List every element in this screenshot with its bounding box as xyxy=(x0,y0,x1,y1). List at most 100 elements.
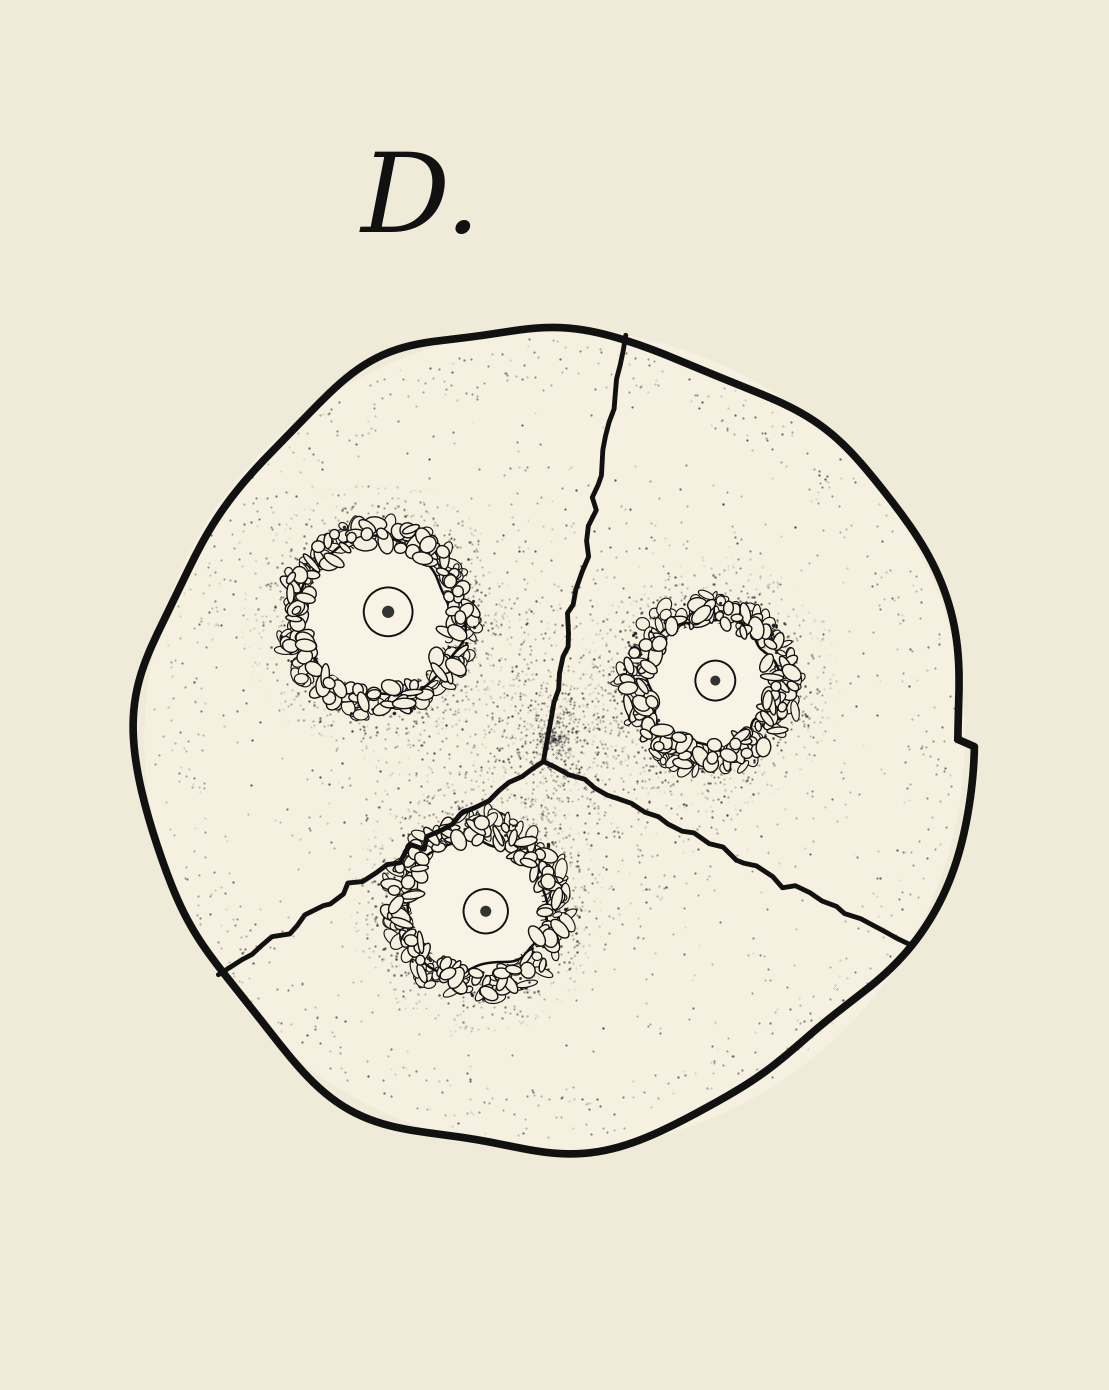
Ellipse shape xyxy=(633,702,653,716)
Ellipse shape xyxy=(672,733,693,744)
Ellipse shape xyxy=(536,930,542,947)
Ellipse shape xyxy=(482,813,498,828)
Ellipse shape xyxy=(542,929,558,948)
Ellipse shape xyxy=(755,733,763,744)
Ellipse shape xyxy=(436,627,458,638)
Ellipse shape xyxy=(411,867,428,883)
Ellipse shape xyxy=(417,546,434,564)
Ellipse shape xyxy=(559,913,576,931)
Ellipse shape xyxy=(688,609,705,620)
Ellipse shape xyxy=(284,631,301,645)
Ellipse shape xyxy=(507,830,522,848)
Ellipse shape xyxy=(537,842,545,849)
Ellipse shape xyxy=(304,645,313,655)
Ellipse shape xyxy=(444,574,457,588)
Ellipse shape xyxy=(757,635,766,648)
Ellipse shape xyxy=(783,684,801,692)
Ellipse shape xyxy=(724,745,729,753)
Ellipse shape xyxy=(287,600,305,616)
Ellipse shape xyxy=(451,656,467,670)
Ellipse shape xyxy=(403,923,413,940)
Ellipse shape xyxy=(284,598,297,607)
Ellipse shape xyxy=(644,705,655,712)
Ellipse shape xyxy=(281,630,292,641)
Ellipse shape xyxy=(400,851,416,866)
Ellipse shape xyxy=(665,617,678,635)
Ellipse shape xyxy=(681,738,690,746)
Ellipse shape xyxy=(726,602,740,619)
Ellipse shape xyxy=(415,852,429,866)
Ellipse shape xyxy=(405,865,411,884)
Ellipse shape xyxy=(406,869,425,881)
Ellipse shape xyxy=(494,826,503,847)
Ellipse shape xyxy=(551,949,559,960)
Ellipse shape xyxy=(772,630,782,642)
Ellipse shape xyxy=(782,660,787,678)
Ellipse shape xyxy=(410,865,428,872)
Ellipse shape xyxy=(747,621,760,634)
Ellipse shape xyxy=(554,892,567,901)
Ellipse shape xyxy=(451,652,460,659)
Ellipse shape xyxy=(624,720,631,726)
Ellipse shape xyxy=(321,664,329,688)
Ellipse shape xyxy=(389,695,401,705)
Ellipse shape xyxy=(631,666,638,676)
Ellipse shape xyxy=(647,714,657,726)
Ellipse shape xyxy=(721,749,737,762)
Ellipse shape xyxy=(401,898,409,904)
Ellipse shape xyxy=(448,967,465,988)
Ellipse shape xyxy=(408,834,423,845)
Ellipse shape xyxy=(625,657,648,663)
Ellipse shape xyxy=(383,915,396,927)
Ellipse shape xyxy=(690,613,702,624)
Ellipse shape xyxy=(287,570,299,587)
Ellipse shape xyxy=(703,599,715,612)
Ellipse shape xyxy=(439,967,452,983)
Ellipse shape xyxy=(359,684,373,696)
Ellipse shape xyxy=(285,600,308,616)
Ellipse shape xyxy=(414,972,423,981)
Ellipse shape xyxy=(529,926,546,947)
Ellipse shape xyxy=(455,663,466,677)
Ellipse shape xyxy=(288,588,303,606)
Ellipse shape xyxy=(550,888,564,904)
Ellipse shape xyxy=(297,649,313,664)
Ellipse shape xyxy=(420,687,427,698)
Ellipse shape xyxy=(286,616,302,621)
Ellipse shape xyxy=(429,669,440,689)
Ellipse shape xyxy=(383,873,390,888)
Ellipse shape xyxy=(539,959,546,972)
Ellipse shape xyxy=(554,874,567,885)
Ellipse shape xyxy=(454,591,464,603)
Ellipse shape xyxy=(653,632,667,641)
Ellipse shape xyxy=(559,909,577,922)
Ellipse shape xyxy=(495,815,507,820)
Ellipse shape xyxy=(399,924,415,937)
Ellipse shape xyxy=(416,955,425,965)
Ellipse shape xyxy=(672,733,686,742)
Ellipse shape xyxy=(660,758,667,765)
Ellipse shape xyxy=(444,592,454,602)
Ellipse shape xyxy=(425,851,438,860)
Ellipse shape xyxy=(400,933,410,944)
Ellipse shape xyxy=(649,644,662,667)
Ellipse shape xyxy=(791,701,800,721)
Ellipse shape xyxy=(437,569,449,575)
Ellipse shape xyxy=(693,620,711,627)
Ellipse shape xyxy=(348,516,357,531)
Ellipse shape xyxy=(787,664,795,674)
Ellipse shape xyxy=(769,689,780,701)
Ellipse shape xyxy=(309,684,327,698)
Ellipse shape xyxy=(399,930,414,947)
Ellipse shape xyxy=(444,819,455,840)
Ellipse shape xyxy=(315,562,329,570)
Ellipse shape xyxy=(561,883,570,904)
Ellipse shape xyxy=(385,696,401,709)
Ellipse shape xyxy=(767,727,788,734)
Ellipse shape xyxy=(655,748,669,767)
Ellipse shape xyxy=(660,735,672,749)
Circle shape xyxy=(480,906,491,917)
Ellipse shape xyxy=(296,594,315,603)
Ellipse shape xyxy=(469,810,474,823)
Ellipse shape xyxy=(408,941,423,958)
